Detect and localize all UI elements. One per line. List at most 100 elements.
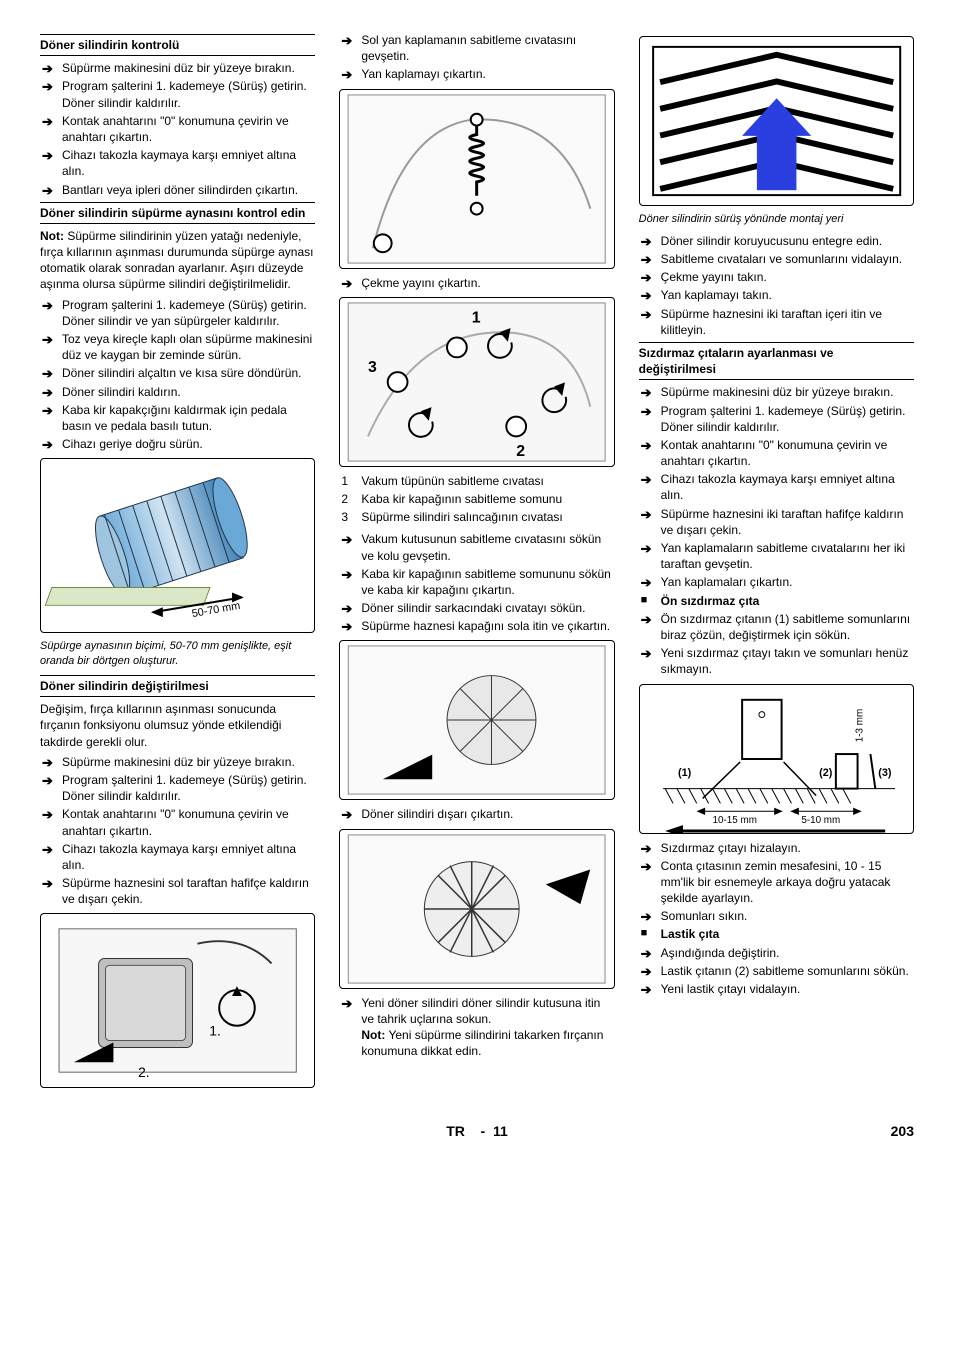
list-item: Cihazı takozla kaymaya karşı emniyet alt…	[40, 147, 315, 179]
list-item: Yan kaplamaların sabitleme cıvatalarını …	[639, 540, 914, 572]
list-item: Sızdırmaz çıtayı hizalayın.	[639, 840, 914, 856]
note-text: Yeni süpürme silindirini takarken fırçan…	[361, 1028, 603, 1058]
list-item: Toz veya kireçle kaplı olan süpürme maki…	[40, 331, 315, 363]
note-text: Süpürme silindirinin yüzen yatağı nedeni…	[40, 229, 313, 292]
list-item: Yeni lastik çıtayı vidalayın.	[639, 981, 914, 997]
list: Yeni döner silindiri döner silindir kutu…	[339, 995, 614, 1060]
svg-text:1-3 mm: 1-3 mm	[854, 708, 865, 741]
figure-bolts: 1 3 2	[339, 297, 614, 467]
column-3: Döner silindirin sürüş yönünde montaj ye…	[639, 30, 914, 1094]
list-item: 1Vakum tüpünün sabitleme cıvatası	[339, 473, 614, 489]
list-item: Kontak anahtarını "0" konumuna çevirin v…	[639, 437, 914, 469]
list-item: Döner silindiri dışarı çıkartın.	[339, 806, 614, 822]
list-item: Sabitleme cıvataları ve somunlarını vida…	[639, 251, 914, 267]
list: Program şalterini 1. kademeye (Sürüş) ge…	[40, 297, 315, 453]
list-item: Süpürme haznesi kapağını sola itin ve çı…	[339, 618, 614, 634]
list-item: Cihazı takozla kaymaya karşı emniyet alt…	[40, 841, 315, 873]
list-item: Program şalterini 1. kademeye (Sürüş) ge…	[40, 78, 315, 110]
heading: Döner silindirin kontrolü	[40, 34, 315, 56]
list-item: Süpürme haznesini iki taraftan hafifçe k…	[639, 506, 914, 538]
list: Süpürme makinesini düz bir yüzeye bırakı…	[40, 754, 315, 908]
svg-text:2.: 2.	[138, 1065, 150, 1081]
list: Sızdırmaz çıtayı hizalayın. Conta çıtası…	[639, 840, 914, 925]
list-item: Program şalterini 1. kademeye (Sürüş) ge…	[40, 297, 315, 329]
heading: Döner silindirin süpürme aynasını kontro…	[40, 202, 315, 224]
square-list: Ön sızdırmaz çıta	[639, 593, 914, 609]
list-item: Ön sızdırmaz çıta	[639, 593, 914, 609]
column-2: Sol yan kaplamanın sabitleme cıvatasını …	[339, 30, 614, 1094]
list: Süpürme makinesini düz bir yüzeye bırakı…	[40, 60, 315, 198]
svg-text:1: 1	[472, 309, 481, 326]
list-item: Süpürme haznesini sol taraftan hafifçe k…	[40, 875, 315, 907]
list-item: Çekme yayını takın.	[639, 269, 914, 285]
figure-caption: Süpürge aynasının biçimi, 50-70 mm geniş…	[40, 639, 315, 669]
footer-sep: -	[480, 1123, 485, 1139]
list: Vakum kutusunun sabitleme cıvatasını sök…	[339, 531, 614, 634]
figure-spring	[339, 89, 614, 269]
figure-caption: Döner silindirin sürüş yönünde montaj ye…	[639, 212, 914, 227]
list-item: Program şalterini 1. kademeye (Sürüş) ge…	[639, 403, 914, 435]
page-footer: TR - 11 203	[40, 1122, 914, 1141]
list-item: Yeni döner silindiri döner silindir kutu…	[339, 995, 614, 1060]
list-item: Yan kaplamayı takın.	[639, 287, 914, 303]
svg-text:10-15 mm: 10-15 mm	[712, 815, 756, 826]
list: Döner silindir koruyucusunu entegre edin…	[639, 233, 914, 338]
paragraph: Değişim, fırça kıllarının aşınması sonuc…	[40, 701, 315, 750]
list-item: Döner silindiri alçaltın ve kısa süre dö…	[40, 365, 315, 381]
list-item: Kaba kir kapağının sabitleme somununu sö…	[339, 566, 614, 598]
note-label: Not:	[40, 229, 64, 243]
svg-text:5-10 mm: 5-10 mm	[801, 815, 840, 826]
list: Aşındığında değiştirin. Lastik çıtanın (…	[639, 945, 914, 998]
list: Çekme yayını çıkartın.	[339, 275, 614, 291]
note-label: Not:	[361, 1028, 385, 1042]
heading: Sızdırmaz çıtaların ayarlanması ve değiş…	[639, 342, 914, 380]
svg-text:1.: 1.	[209, 1023, 221, 1039]
svg-text:(1): (1)	[678, 766, 692, 778]
svg-text:3: 3	[368, 359, 377, 376]
svg-text:(2): (2)	[819, 766, 833, 778]
list-item: Aşındığında değiştirin.	[639, 945, 914, 961]
list-item: Bantları veya ipleri döner silindirden ç…	[40, 182, 315, 198]
figure-roller-out	[339, 640, 614, 800]
list-item: Program şalterini 1. kademeye (Sürüş) ge…	[40, 772, 315, 804]
list-item: Cihazı takozla kaymaya karşı emniyet alt…	[639, 471, 914, 503]
list-item: Yan kaplamayı çıkartın.	[339, 66, 614, 82]
list-item: Somunları sıkın.	[639, 908, 914, 924]
numbered-list: 1Vakum tüpünün sabitleme cıvatası 2Kaba …	[339, 473, 614, 526]
list-item: Yan kaplamaları çıkartın.	[639, 574, 914, 590]
page-columns: Döner silindirin kontrolü Süpürme makine…	[40, 30, 914, 1094]
list-item: Sol yan kaplamanın sabitleme cıvatasını …	[339, 32, 614, 64]
svg-text:2: 2	[517, 443, 526, 460]
figure-seal-dimensions: (1) (2) (3) 1-3 mm 10-15 mm 5-10 mm	[639, 684, 914, 834]
list-item: Süpürme makinesini düz bir yüzeye bırakı…	[639, 384, 914, 400]
list-item: Kontak anahtarını "0" konumuna çevirin v…	[40, 113, 315, 145]
figure-mounting-direction	[639, 36, 914, 206]
list-item: 3Süpürme silindiri salıncağının cıvatası	[339, 509, 614, 525]
list-item: Conta çıtasının zemin mesafesini, 10 - 1…	[639, 858, 914, 907]
list-item: Yeni sızdırmaz çıtayı takın ve somunları…	[639, 645, 914, 677]
paragraph: Not: Süpürme silindirinin yüzen yatağı n…	[40, 228, 315, 293]
list-item: Lastik çıta	[639, 926, 914, 942]
list-item: Vakum kutusunun sabitleme cıvatasını sök…	[339, 531, 614, 563]
list-item: 2Kaba kir kapağının sabitleme somunu	[339, 491, 614, 507]
list: Döner silindiri dışarı çıkartın.	[339, 806, 614, 822]
column-1: Döner silindirin kontrolü Süpürme makine…	[40, 30, 315, 1094]
footer-page: 11	[493, 1123, 508, 1139]
list-item: Lastik çıtanın (2) sabitleme somunlarını…	[639, 963, 914, 979]
list-item: Kaba kir kapakçığını kaldırmak için peda…	[40, 402, 315, 434]
figure-side-panel: 2. 1.	[40, 913, 315, 1088]
square-list: Lastik çıta	[639, 926, 914, 942]
heading: Döner silindirin değiştirilmesi	[40, 675, 315, 697]
list-item: Döner silindir koruyucusunu entegre edin…	[639, 233, 914, 249]
footer-abs-page: 203	[854, 1122, 914, 1141]
list-item: Ön sızdırmaz çıtanın (1) sabitleme somun…	[639, 611, 914, 643]
list: Ön sızdırmaz çıtanın (1) sabitleme somun…	[639, 611, 914, 678]
footer-lang: TR	[446, 1123, 465, 1139]
list-item: Döner silindir sarkacındaki cıvatayı sök…	[339, 600, 614, 616]
list-item: Cihazı geriye doğru sürün.	[40, 436, 315, 452]
list: Süpürme makinesini düz bir yüzeye bırakı…	[639, 384, 914, 590]
list-item: Döner silindiri kaldırın.	[40, 384, 315, 400]
list-item: Süpürme makinesini düz bir yüzeye bırakı…	[40, 754, 315, 770]
list-item: Süpürme makinesini düz bir yüzeye bırakı…	[40, 60, 315, 76]
list-item: Kontak anahtarını "0" konumuna çevirin v…	[40, 806, 315, 838]
